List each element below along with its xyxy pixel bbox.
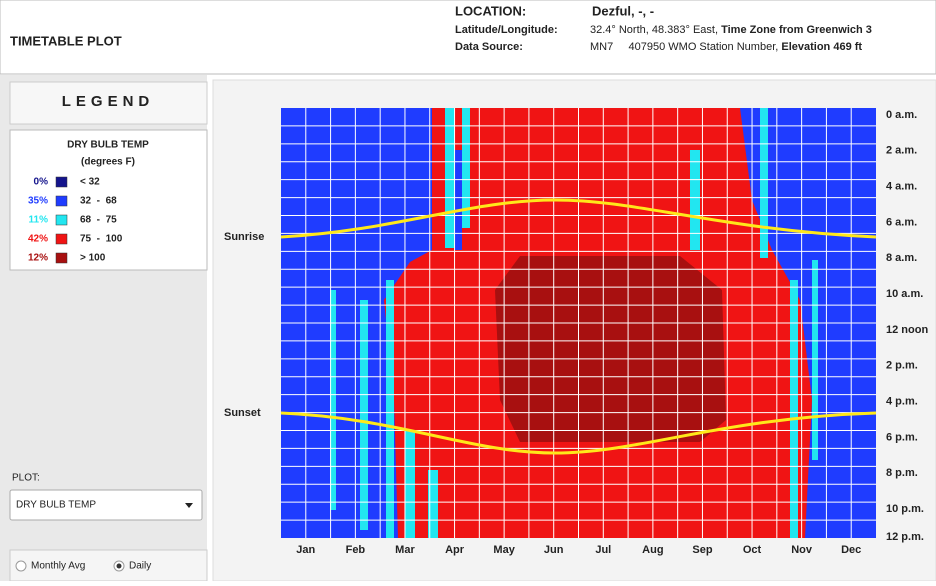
heat-hot xyxy=(495,256,726,442)
legend-title: LEGEND xyxy=(62,93,155,110)
month-label: May xyxy=(493,544,515,556)
month-label: Oct xyxy=(743,544,762,556)
hour-label: 2 p.m. xyxy=(886,360,918,372)
legend-units: (degrees F) xyxy=(81,157,135,168)
legend-range: 75 - 100 xyxy=(80,234,123,245)
elevation: Elevation 469 ft xyxy=(781,41,862,53)
month-label: Sep xyxy=(692,544,712,556)
radio-monthly-label: Monthly Avg xyxy=(31,561,85,572)
page: TIMETABLE PLOT LOCATION: Dezful, -, - La… xyxy=(0,0,936,581)
hour-label: 4 a.m. xyxy=(886,181,917,193)
legend-range: < 32 xyxy=(80,177,100,188)
latlon: 32.4° North, 48.383° East, Time Zone fro… xyxy=(590,24,872,36)
hour-label: 0 a.m. xyxy=(886,109,917,121)
hour-label: 4 p.m. xyxy=(886,396,918,408)
month-label: Dec xyxy=(841,544,861,556)
plot-value: DRY BULB TEMP xyxy=(16,500,96,511)
heat-streak xyxy=(445,108,455,248)
month-label: Mar xyxy=(395,544,415,556)
legend-range: > 100 xyxy=(80,253,106,264)
heat-streak xyxy=(360,300,368,530)
radio-monthly[interactable] xyxy=(16,561,26,571)
legend-swatch xyxy=(56,215,67,225)
month-label: Nov xyxy=(791,544,813,556)
legend-range: 32 - 68 xyxy=(80,196,117,207)
legend-percent: 35% xyxy=(28,196,48,207)
legend-percent: 11% xyxy=(29,215,49,226)
heat-streak xyxy=(760,108,768,258)
legend-variable: DRY BULB TEMP xyxy=(67,140,149,151)
month-label: Apr xyxy=(445,544,465,556)
month-label: Jun xyxy=(544,544,564,556)
hour-label: 12 noon xyxy=(886,324,928,336)
heat-streak xyxy=(455,150,462,250)
hour-label: 8 a.m. xyxy=(886,252,917,264)
month-label: Feb xyxy=(346,544,366,556)
location-label: LOCATION: xyxy=(455,3,526,18)
timezone: Time Zone from Greenwich 3 xyxy=(721,24,872,36)
sunrise-label: Sunrise xyxy=(224,231,264,243)
hour-label: 12 p.m. xyxy=(886,531,924,543)
legend-swatch xyxy=(56,253,67,263)
legend-percent: 0% xyxy=(34,177,49,188)
radio-daily-label: Daily xyxy=(129,561,151,572)
heat-streak xyxy=(790,280,798,538)
month-label: Jul xyxy=(595,544,611,556)
month-label: Aug xyxy=(642,544,663,556)
legend-range: 68 - 75 xyxy=(80,215,117,226)
source-value: MN7 407950 WMO Station Number, xyxy=(590,41,778,53)
latlon-value: 32.4° North, 48.383° East, xyxy=(590,24,718,36)
source: MN7 407950 WMO Station Number, Elevation… xyxy=(590,41,862,53)
hour-label: 2 a.m. xyxy=(886,145,917,157)
month-label: Jan xyxy=(296,544,315,556)
hour-label: 6 a.m. xyxy=(886,216,917,228)
sunset-label: Sunset xyxy=(224,407,261,419)
plot-label: PLOT: xyxy=(12,473,40,484)
legend-swatch xyxy=(56,177,67,187)
legend-swatch xyxy=(56,234,67,244)
page-title: TIMETABLE PLOT xyxy=(10,33,122,48)
heat-streak xyxy=(690,150,700,250)
legend-swatch xyxy=(56,196,67,206)
source-label: Data Source: xyxy=(455,41,523,53)
hour-label: 8 p.m. xyxy=(886,467,918,479)
hour-label: 10 p.m. xyxy=(886,503,924,515)
radio-daily-dot xyxy=(117,564,122,569)
latlon-label: Latitude/Longitude: xyxy=(455,24,558,36)
legend-percent: 12% xyxy=(28,253,48,264)
hour-label: 10 a.m. xyxy=(886,288,923,300)
legend-percent: 42% xyxy=(28,234,48,245)
location: Dezful, -, - xyxy=(592,3,654,18)
hour-label: 6 p.m. xyxy=(886,431,918,443)
heat-streak xyxy=(386,280,394,538)
